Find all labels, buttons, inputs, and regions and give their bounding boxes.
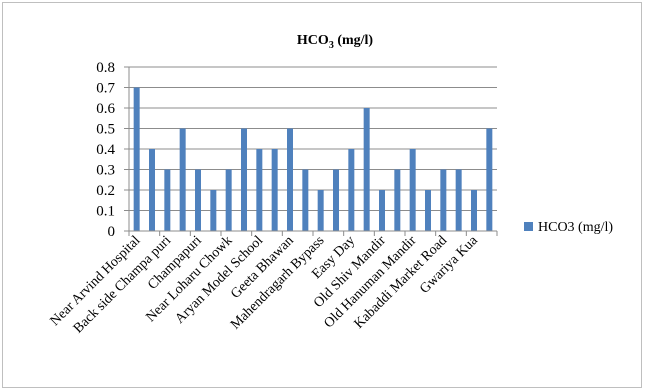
legend: HCO3 (mg/l)	[524, 220, 613, 235]
bar-19	[425, 190, 431, 231]
y-tick-label: 0.6	[96, 101, 115, 117]
bar-12	[317, 190, 324, 231]
axes	[128, 67, 498, 236]
chart-title: HCO3 (mg/l)	[297, 33, 373, 51]
y-tick-label: 0.4	[96, 142, 115, 158]
bar-1	[149, 149, 155, 231]
bar-20	[440, 169, 447, 231]
gridlines	[129, 66, 497, 211]
bar-16	[379, 190, 385, 231]
y-tick-label: 0.2	[96, 183, 115, 199]
bar-4	[195, 169, 201, 231]
y-tick-label: 0.1	[96, 204, 115, 220]
bar-8	[256, 149, 263, 231]
y-tick-label: 0.7	[96, 81, 115, 97]
bar-2	[164, 169, 171, 231]
bar-6	[225, 169, 232, 231]
bar-21	[455, 169, 462, 231]
legend-swatch	[524, 222, 533, 231]
chart-title-main: HCO	[297, 33, 329, 48]
bar-9	[271, 149, 278, 231]
bar-15	[363, 108, 370, 231]
y-tick-label: 0.8	[96, 60, 115, 76]
bar-23	[486, 128, 493, 231]
bar-17	[394, 169, 401, 231]
bar-5	[210, 190, 217, 231]
bar-7	[241, 128, 247, 231]
y-axis-ticks: 0 0.1 0.2 0.3 0.4 0.5 0.6 0.7 0.8	[96, 60, 129, 240]
chart-title-subscript: 3	[329, 40, 334, 51]
y-tick-label: 0.5	[96, 122, 115, 138]
bar-14	[348, 149, 355, 231]
bar-3	[179, 128, 186, 231]
bar-10	[287, 128, 293, 231]
bars	[133, 87, 493, 231]
bar-13	[333, 169, 339, 231]
bar-18	[409, 149, 416, 231]
bar-11	[302, 169, 309, 231]
chart: HCO3 (mg/l) 0 0.1 0.2 0.3 0.4 0.5 0.6 0.7 0.8 Ne…	[48, 33, 614, 337]
y-tick-label: 0.3	[96, 163, 115, 179]
legend-label: HCO3 (mg/l)	[538, 220, 613, 235]
bar-0	[133, 87, 140, 231]
chart-frame: HCO3 (mg/l) 0 0.1 0.2 0.3 0.4 0.5 0.6 0.7 0.8 Ne…	[2, 2, 642, 388]
y-tick-label: 0	[108, 224, 116, 240]
chart-title-rest: (mg/l)	[334, 33, 374, 48]
bar-22	[471, 190, 477, 231]
